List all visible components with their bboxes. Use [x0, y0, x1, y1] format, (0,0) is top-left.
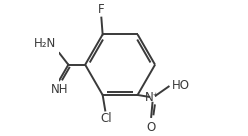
- Text: H₂N: H₂N: [34, 38, 56, 50]
- Text: O: O: [147, 121, 156, 135]
- Text: NH: NH: [51, 84, 68, 96]
- Text: Cl: Cl: [100, 112, 112, 125]
- Text: F: F: [98, 3, 105, 16]
- Text: N⁺: N⁺: [145, 91, 160, 104]
- Text: HO: HO: [172, 79, 190, 92]
